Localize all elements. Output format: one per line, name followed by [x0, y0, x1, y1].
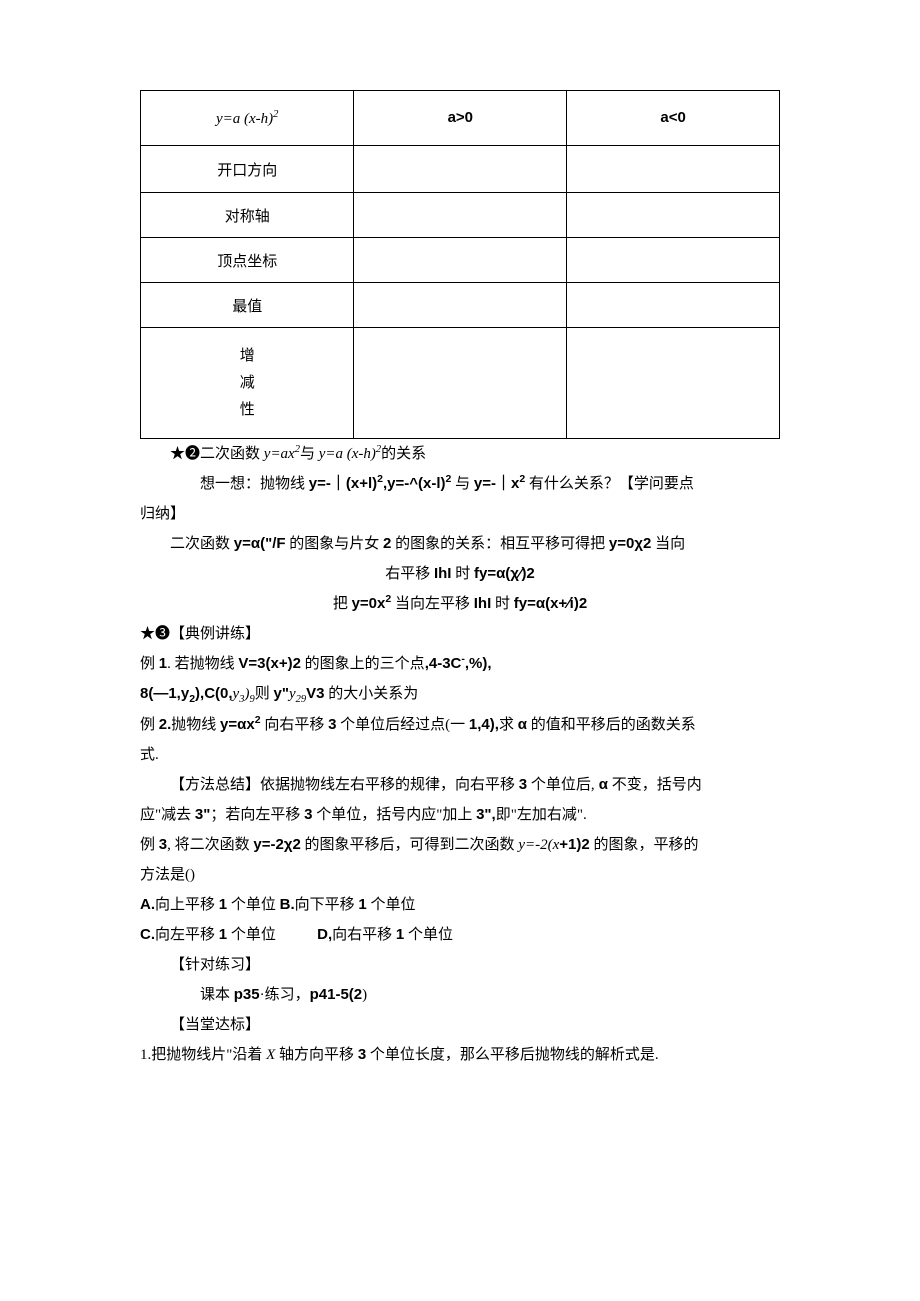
properties-table: y=a (x-h)2 a>0 a<0 开口方向 对称轴 顶点坐标 最值 增减性: [140, 90, 780, 439]
table-cell-empty: [567, 283, 780, 328]
question-1: 1.把抛物线片"沿着 X 轴方向平移 3 个单位长度，那么平移后抛物线的解析式是…: [140, 1040, 780, 1070]
table-cell-empty: [354, 238, 567, 283]
table-cell-empty: [567, 238, 780, 283]
example-1-line2: 8(—1,y2),C(0,y3)9则 y"y29V3 的大小关系为: [140, 679, 780, 710]
knowledge-summary: 二次函数 y=α("/F 的图象与片女 2 的图象的关系：相互平移可得把 y=0…: [140, 529, 780, 559]
table-cell-empty: [354, 283, 567, 328]
table-cell-empty: [567, 328, 780, 439]
table-header-formula: y=a (x-h)2: [141, 91, 354, 146]
table-header-a-positive: a>0: [354, 91, 567, 146]
table-cell-empty: [354, 328, 567, 439]
table-row-label: 顶点坐标: [141, 238, 354, 283]
table-row-label: 增减性: [141, 328, 354, 439]
example-1: 例 1. 若抛物线 V=3(x+)2 的图象上的三个点,4-3C-,%),: [140, 649, 780, 679]
body-content: ★❷二次函数 y=ax2与 y=a (x-h)2的关系 想一想：抛物线 y=-｜…: [140, 439, 780, 1070]
table-cell-empty: [567, 146, 780, 193]
shift-left-rule: 把 y=0x2 当向左平移 IhI 时 fy=α(x+⁄i)2: [140, 589, 780, 619]
table-header-a-negative: a<0: [567, 91, 780, 146]
table-cell-empty: [354, 146, 567, 193]
think-prompt: 想一想：抛物线 y=-｜(x+l)2,y=-^(x-l)2 与 y=-｜x2 有…: [140, 469, 780, 499]
option-a-b: A.向上平移 1 个单位 B.向下平移 1 个单位: [140, 890, 780, 920]
think-prompt-line2: 归纳】: [140, 499, 780, 529]
example-2-line2: 式.: [140, 740, 780, 770]
shift-right-rule: 右平移 IhI 时 fy=α(χ⁄)2: [140, 559, 780, 589]
option-c-d: C.向左平移 1 个单位 D,向右平移 1 个单位: [140, 920, 780, 950]
practice-heading: 【针对练习】: [140, 950, 780, 980]
table-cell-empty: [567, 193, 780, 238]
table-row-label: 对称轴: [141, 193, 354, 238]
section-3-heading: ★❸【典例讲练】: [140, 619, 780, 649]
method-summary: 【方法总结】依据抛物线左右平移的规律，向右平移 3 个单位后, α 不变，括号内: [140, 770, 780, 800]
practice-ref: 课本 p35·练习，p41-5(2): [140, 980, 780, 1010]
example-3: 例 3, 将二次函数 y=-2χ2 的图象平移后，可得到二次函数 y=-2(x+…: [140, 830, 780, 860]
method-summary-line2: 应"减去 3"；若向左平移 3 个单位，括号内应"加上 3",即"左加右减".: [140, 800, 780, 830]
classwork-heading: 【当堂达标】: [140, 1010, 780, 1040]
table-row-label: 开口方向: [141, 146, 354, 193]
example-3-line2: 方法是(): [140, 860, 780, 890]
table-row-label: 最值: [141, 283, 354, 328]
section-2-heading: ★❷二次函数 y=ax2与 y=a (x-h)2的关系: [140, 439, 780, 469]
example-2: 例 2.抛物线 y=αx2 向右平移 3 个单位后经过点(一 1,4),求 α …: [140, 710, 780, 740]
table-cell-empty: [354, 193, 567, 238]
